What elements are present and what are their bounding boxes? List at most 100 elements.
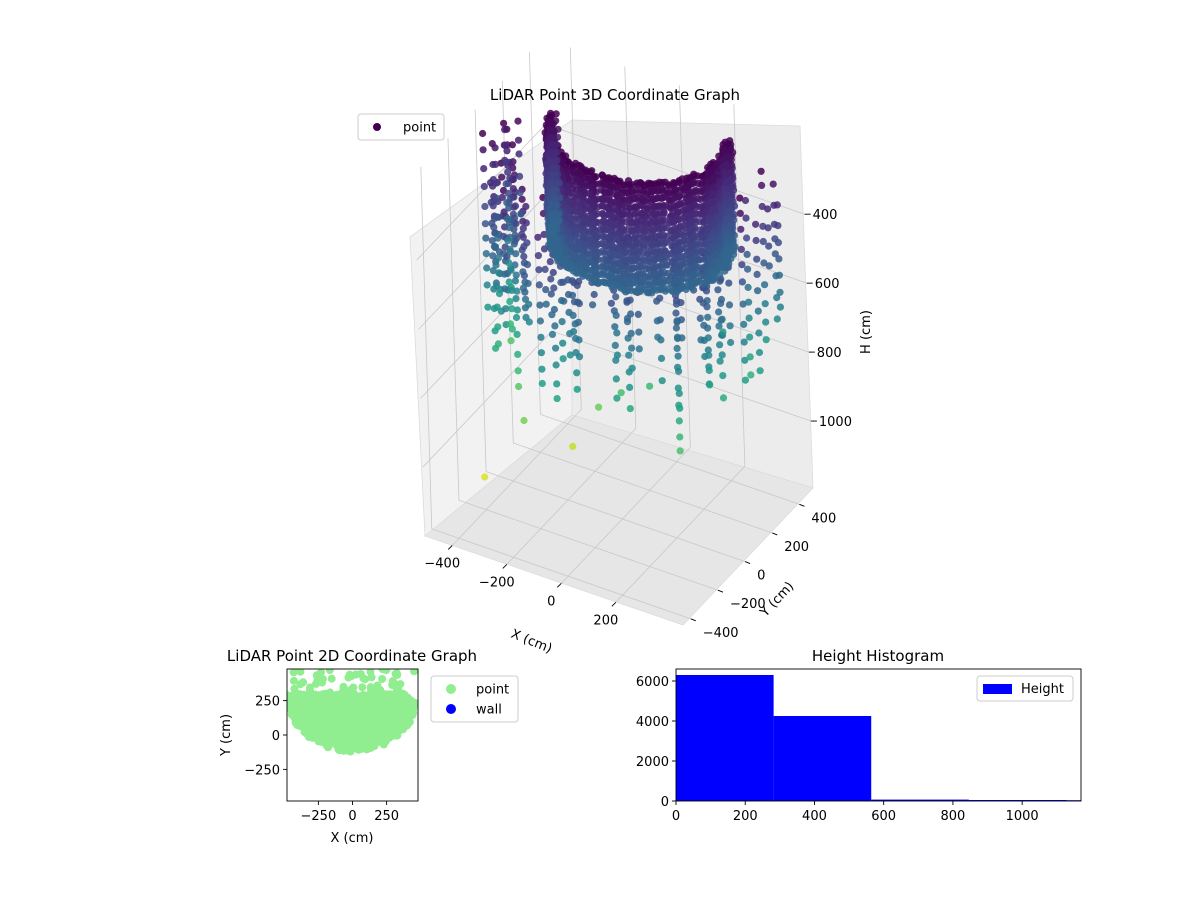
point-3d-2208 [719,394,728,402]
point-3d-1914 [696,314,704,322]
point-2d-867 [350,732,359,741]
point-3d-35 [483,264,491,272]
point-3d-2284 [725,301,734,309]
point-3d-253 [515,150,523,158]
point-2d-888 [345,745,354,753]
point-3d-176 [553,380,561,388]
point-3d-82 [519,268,527,276]
y-tick-label-hist-1: 2000 [636,755,669,770]
y-tick-label-3d-1: −200 [730,597,766,612]
legend-hist: Height [976,675,1074,702]
point-3d-2285 [726,322,734,330]
point-3d-136 [512,295,520,303]
point-3d-1225 [592,267,600,275]
point-2d-868 [378,693,387,702]
point-3d-157 [542,286,550,294]
point-3d-2788 [774,239,783,247]
ticks-2d: −250 0 250 −250 0 250 [244,695,399,824]
point-3d-1134 [553,148,561,156]
point-3d-2743 [727,175,735,184]
point-3d-1142 [555,209,563,217]
point-3d-2754 [744,283,752,291]
point-3d-225 [559,339,567,347]
point-2d-862 [409,702,417,711]
point-3d-1694 [674,352,682,360]
point-3d-2389 [716,271,724,279]
point-3d-2426 [737,245,746,253]
point-3d-195 [503,147,511,155]
point-3d-96 [536,301,544,309]
point-3d-1130 [553,156,561,164]
point-3d-36 [483,281,491,289]
point-3d-93 [534,252,543,260]
point-3d-1316 [626,296,634,304]
x-tick-label-hist-5: 1000 [1006,809,1039,824]
point-3d-2790 [775,271,784,279]
point-3d-1768 [673,333,682,341]
points-2d [287,669,418,756]
point-2d-933 [306,683,314,692]
point-3d-206 [501,141,509,149]
plot-2d-title: LiDAR Point 2D Coordinate Graph [227,647,477,665]
y-tick-label-3d-4: 400 [811,511,836,526]
point-3d-123 [522,219,530,227]
point-3d-200 [506,245,514,253]
point-3d-2734 [727,156,735,164]
point-3d-149 [512,271,520,279]
point-3d-1155 [553,133,562,141]
point-3d-55 [500,250,508,258]
point-3d-158 [542,300,550,308]
x-tick-label-hist-4: 800 [941,809,966,824]
point-3d-2786 [773,201,781,209]
y-tick-label-hist-3: 6000 [636,675,669,690]
point-3d-786 [563,168,571,176]
point-3d-205 [501,126,509,134]
pane-floor [424,414,814,626]
point-2d-856 [298,697,307,705]
point-3d-1594 [653,297,661,305]
plot-2d: −250 0 250 −250 0 250 LiDAR Point 2D Coordina… [219,647,519,846]
point-3d-86 [519,224,527,232]
point-3d-98 [537,333,545,341]
point-3d-75 [493,282,501,290]
point-3d-34 [482,250,490,258]
y-tick-label-2d-2: 250 [255,695,280,710]
point-3d-2745 [729,236,737,244]
point-3d-22 [489,267,497,275]
point-3d-2015 [703,303,711,311]
point-3d-1161 [555,179,563,187]
point-3d-106 [493,194,501,202]
point-2d-883 [304,699,313,708]
point-3d-224 [558,318,566,326]
y-tick-label-3d-3: 200 [784,540,809,555]
point-3d-20 [488,237,496,245]
point-3d-37 [484,303,492,311]
point-3d-40 [490,223,498,231]
point-3d-2752 [743,250,751,258]
point-3d-1736 [646,382,654,390]
point-3d-1285 [625,351,633,359]
point-3d-2771 [761,300,769,308]
point-3d-2712 [753,255,761,263]
point-3d-1222 [613,329,621,337]
point-3d-1106 [553,186,561,194]
point-3d-262 [574,318,583,326]
point-2d-945 [349,683,358,692]
point-2d-946 [410,669,418,676]
point-2d-920 [361,675,370,684]
point-3d-1050 [578,207,586,215]
point-3d-80 [518,230,526,238]
legend-2d: point wall [430,675,519,723]
point-3d-174 [552,344,560,352]
point-3d-2740 [727,197,735,205]
x-tick-3d-0 [447,545,453,550]
point-3d-72 [491,229,499,237]
point-3d-2093 [704,313,712,321]
point-3d-27 [479,129,487,138]
point-3d-2170 [716,341,724,349]
point-3d-211 [504,237,512,245]
point-3d-135 [511,277,519,285]
legend-3d: point [357,113,445,141]
point-2d-932 [299,678,308,687]
